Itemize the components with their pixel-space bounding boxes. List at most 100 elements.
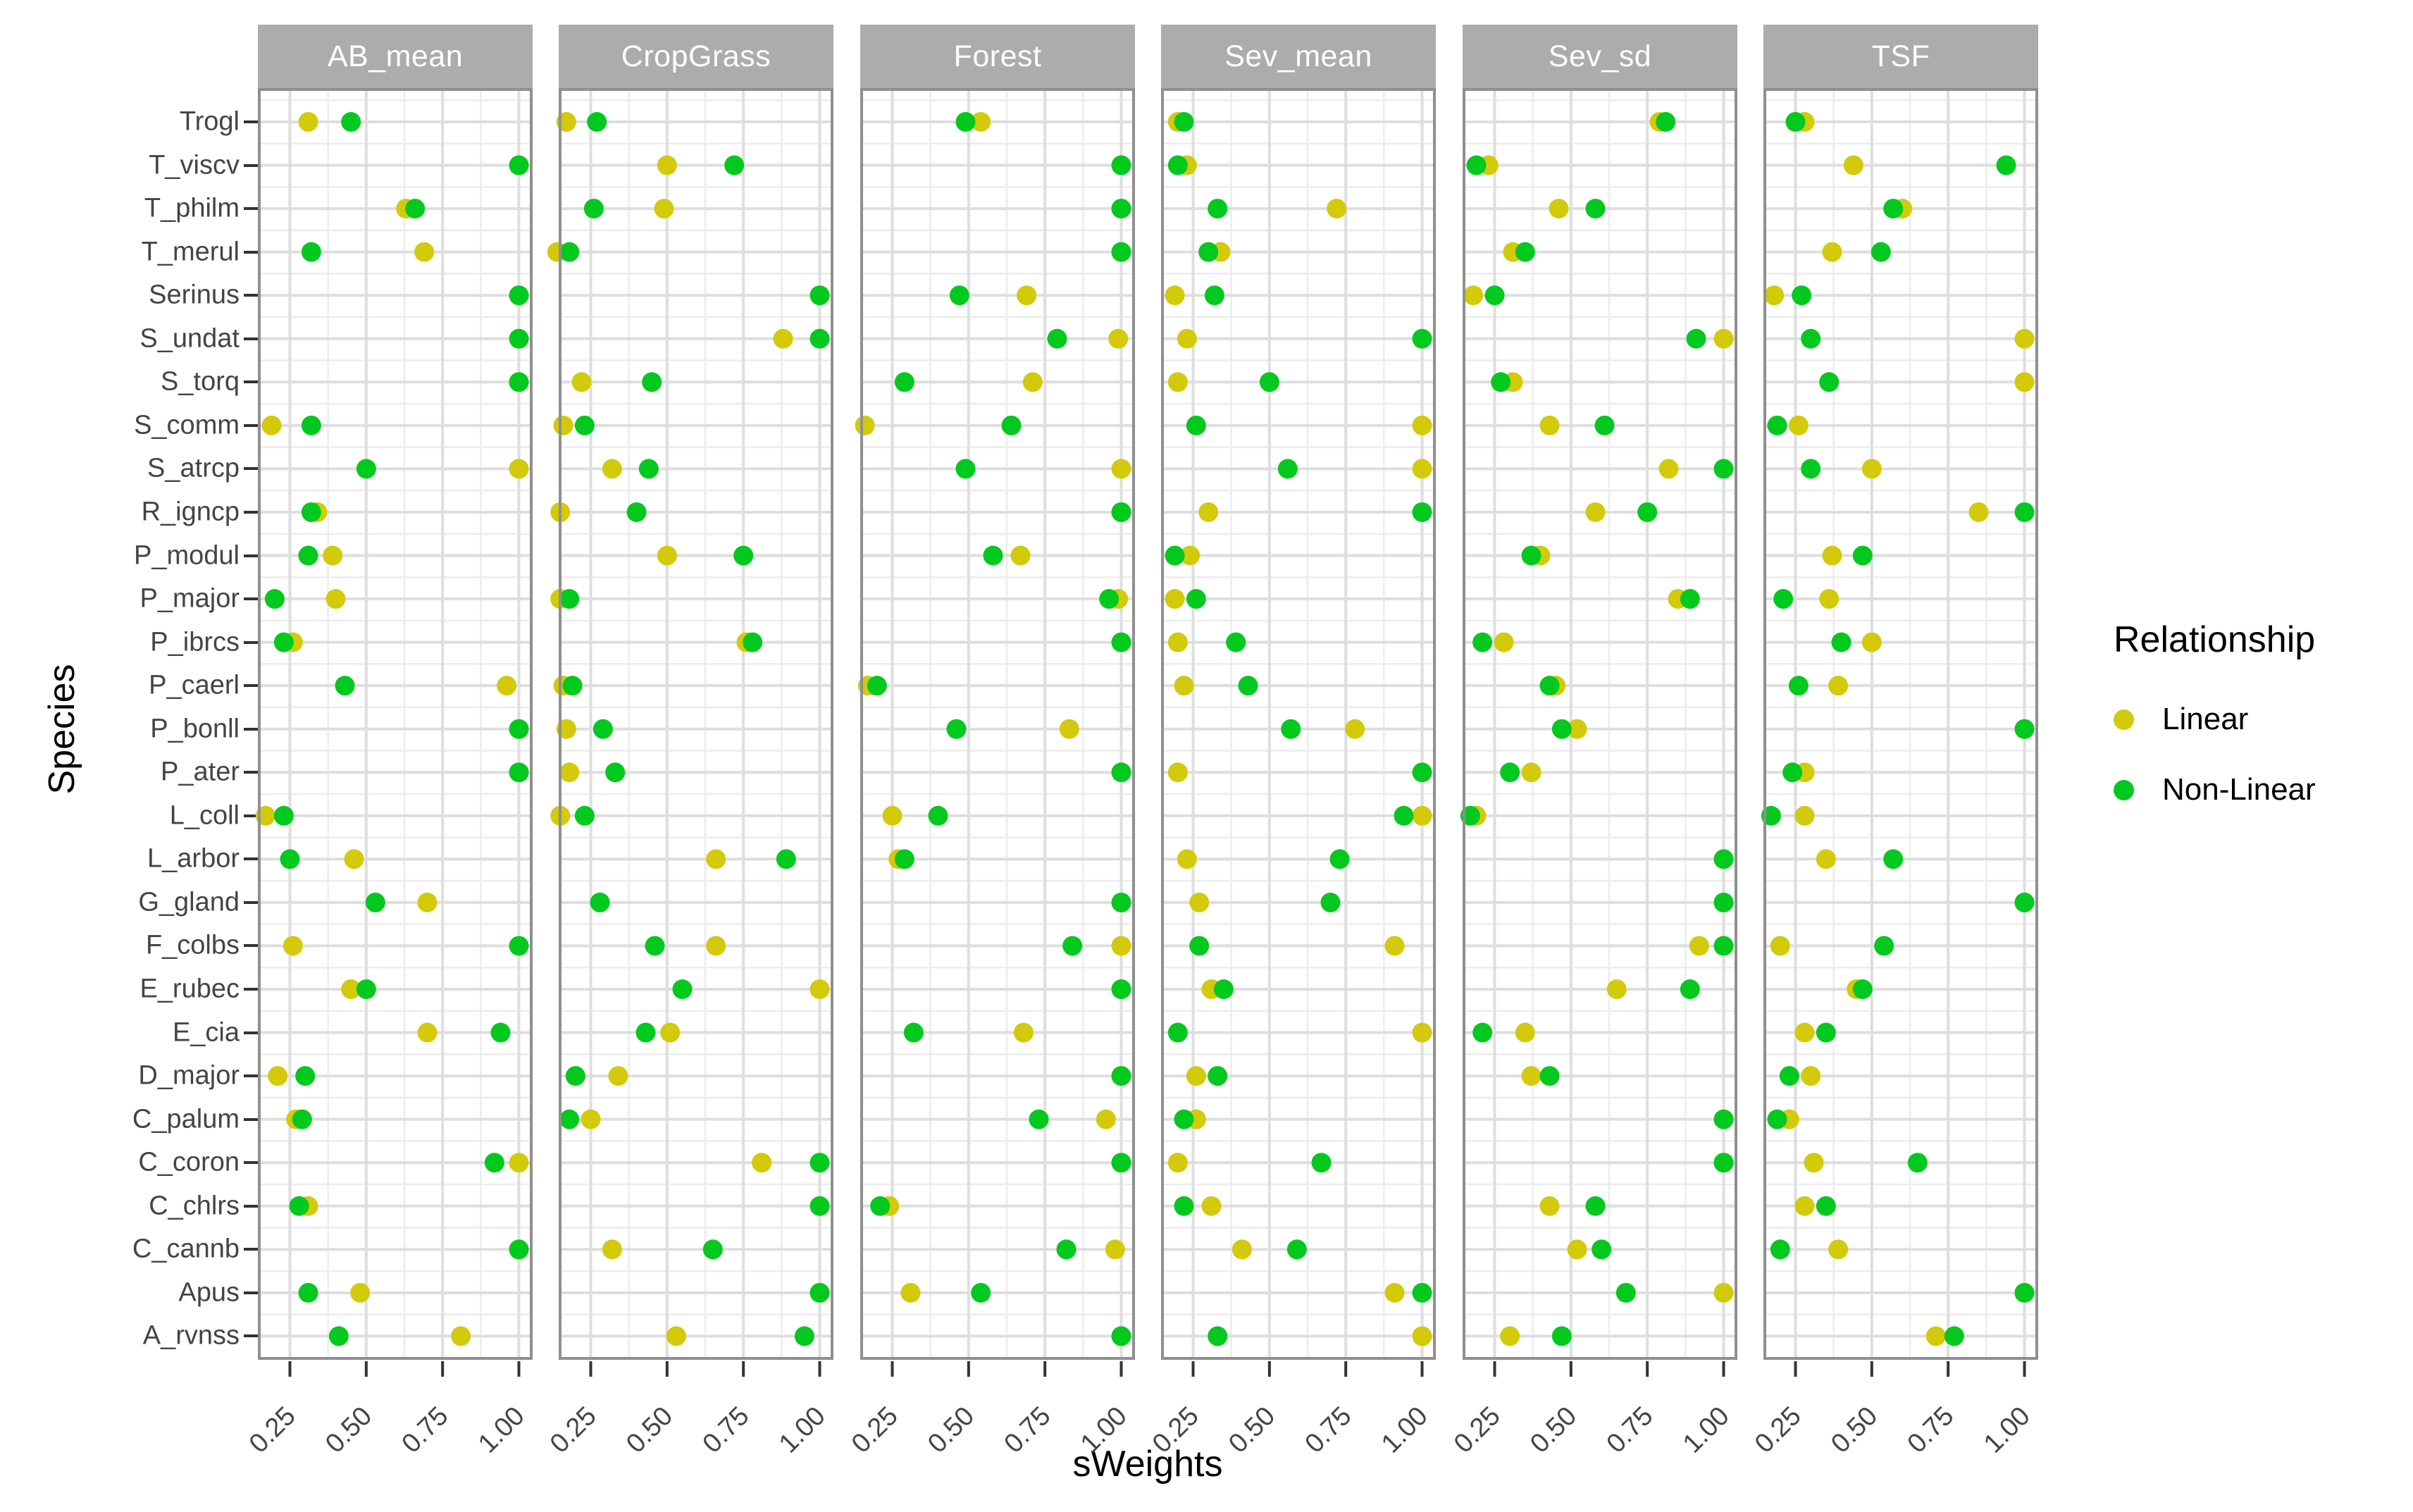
data-point-nonlinear — [593, 719, 613, 739]
data-point-nonlinear — [776, 849, 796, 869]
data-point-linear — [900, 1282, 921, 1303]
y-tick-mark — [244, 1248, 258, 1251]
data-point-nonlinear — [1165, 545, 1185, 566]
data-point-nonlinear — [1874, 936, 1894, 956]
data-point-nonlinear — [809, 328, 830, 349]
data-point-nonlinear — [509, 936, 529, 956]
data-point-nonlinear — [645, 936, 665, 956]
x-tick-label: 0.50 — [1525, 1401, 1582, 1459]
data-point-nonlinear — [1174, 1109, 1194, 1129]
data-point-nonlinear — [273, 632, 294, 652]
y-tick-mark — [244, 554, 258, 557]
data-point-linear — [1022, 372, 1043, 392]
linear-point-icon — [2114, 709, 2134, 730]
facet-strip-AB_mean: AB_mean — [258, 25, 533, 88]
data-point-linear — [602, 1239, 622, 1260]
data-point-nonlinear — [356, 459, 376, 479]
data-point-linear — [1567, 719, 1587, 739]
data-point-nonlinear — [1259, 372, 1279, 392]
y-tick-mark — [244, 771, 258, 774]
x-tick-label: 0.50 — [922, 1401, 980, 1459]
x-tick-label: 0.75 — [1601, 1401, 1659, 1459]
y-tick-mark — [244, 597, 258, 601]
data-point-nonlinear — [1329, 849, 1350, 869]
y-tick-mark — [244, 727, 258, 731]
data-point-linear — [1327, 199, 1347, 219]
y-tick-label: P_caerl — [149, 670, 240, 700]
data-point-linear — [1189, 892, 1210, 912]
data-point-linear — [1186, 1066, 1206, 1086]
x-tick-label: 0.50 — [1825, 1401, 1883, 1459]
nonlinear-point-icon — [2114, 779, 2134, 800]
data-point-nonlinear — [328, 1326, 349, 1346]
y-tick-mark — [244, 510, 258, 514]
data-point-linear — [417, 892, 438, 912]
data-point-nonlinear — [1111, 199, 1131, 219]
data-point-nonlinear — [638, 459, 659, 479]
data-point-linear — [1201, 1196, 1222, 1216]
data-point-nonlinear — [1551, 719, 1572, 739]
data-point-nonlinear — [983, 545, 1003, 566]
data-point-nonlinear — [1167, 155, 1188, 175]
data-point-nonlinear — [1472, 632, 1493, 652]
data-point-nonlinear — [903, 1022, 924, 1043]
data-point-linear — [1713, 328, 1734, 349]
data-point-linear — [1794, 1022, 1815, 1043]
data-point-nonlinear — [1500, 762, 1520, 783]
data-point-nonlinear — [562, 676, 583, 696]
data-point-nonlinear — [1713, 1153, 1734, 1173]
data-point-nonlinear — [1907, 1153, 1928, 1173]
data-point-linear — [414, 242, 435, 262]
data-point-linear — [341, 979, 361, 999]
y-tick-label: A_rvnss — [142, 1320, 240, 1351]
facet-strip-Forest: Forest — [860, 25, 1135, 88]
data-point-nonlinear — [1412, 328, 1432, 349]
data-point-nonlinear — [509, 155, 529, 175]
data-point-linear — [1412, 1022, 1432, 1043]
data-point-linear — [1384, 936, 1405, 956]
data-point-linear — [1165, 285, 1185, 306]
y-tick-label: G_gland — [138, 887, 240, 917]
x-tick-label: 1.00 — [1677, 1401, 1735, 1459]
y-tick-label: Trogl — [179, 106, 240, 137]
data-point-linear — [773, 328, 793, 349]
data-point-nonlinear — [1111, 155, 1131, 175]
data-point-nonlinear — [1047, 328, 1067, 349]
data-point-nonlinear — [1852, 545, 1873, 566]
data-point-nonlinear — [1208, 1066, 1228, 1086]
data-point-nonlinear — [1656, 112, 1676, 132]
data-point-nonlinear — [341, 112, 361, 132]
y-tick-label: S_atrcp — [147, 453, 240, 483]
data-point-nonlinear — [405, 199, 426, 219]
data-point-linear — [1500, 1326, 1520, 1346]
data-point-nonlinear — [1204, 285, 1224, 306]
data-point-linear — [1549, 199, 1569, 219]
data-point-nonlinear — [1615, 1282, 1636, 1303]
x-tick-label: 1.00 — [1376, 1401, 1434, 1459]
y-tick-label: C_chlrs — [149, 1191, 240, 1221]
y-tick-label: P_major — [139, 583, 240, 614]
data-point-linear — [559, 762, 580, 783]
data-point-linear — [1177, 328, 1197, 349]
y-tick-label: S_torq — [161, 366, 240, 397]
data-point-linear — [1494, 632, 1514, 652]
data-point-linear — [509, 1153, 529, 1173]
data-point-nonlinear — [1484, 285, 1505, 306]
data-point-linear — [1828, 676, 1849, 696]
data-point-linear — [1412, 415, 1432, 435]
facet-strip-Sev_sd: Sev_sd — [1463, 25, 1737, 88]
data-point-linear — [1096, 1109, 1116, 1129]
legend: Relationship Linear Non-Linear — [2114, 619, 2409, 843]
facet-panel-CropGrass: 0.25 0.50 0.75 1.00 — [545, 88, 833, 1459]
data-point-nonlinear — [583, 199, 604, 219]
data-point-nonlinear — [574, 805, 595, 826]
data-point-nonlinear — [1167, 1022, 1188, 1043]
data-point-linear — [497, 676, 517, 696]
data-point-linear — [1167, 632, 1188, 652]
data-point-linear — [855, 415, 875, 435]
data-point-nonlinear — [280, 849, 300, 869]
data-point-linear — [268, 1066, 288, 1086]
data-point-linear — [602, 459, 622, 479]
data-point-linear — [1412, 1326, 1432, 1346]
data-point-linear — [1861, 632, 1882, 652]
